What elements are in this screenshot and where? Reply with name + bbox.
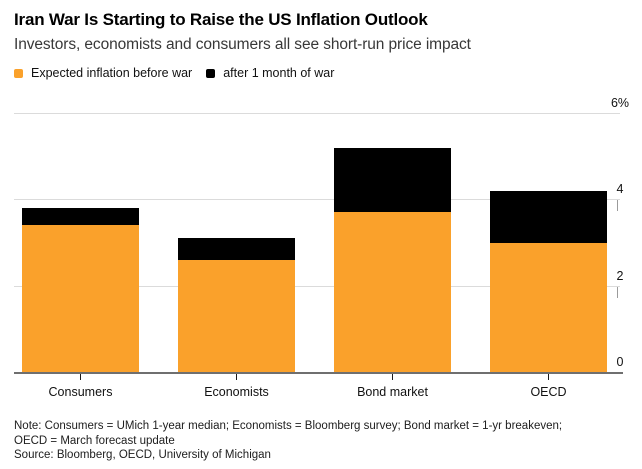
category-tick-consumers: [79, 374, 82, 380]
y-axis-label-6: 6%: [610, 96, 630, 110]
category-slot-bond-market: Bond market: [334, 374, 451, 399]
gridline-4: [14, 199, 620, 201]
bars-row: [22, 113, 607, 372]
legend: Expected inflation before war after 1 mo…: [14, 66, 334, 80]
x-axis-baseline: [14, 372, 623, 374]
bar-before-war-bond-market: [334, 212, 451, 372]
y-axis-label-4: 4: [616, 182, 624, 197]
gridline-6: [14, 113, 620, 114]
footnotes: Note: Consumers = UMich 1-year median; E…: [14, 419, 562, 463]
category-label-oecd: OECD: [530, 385, 567, 399]
bar-column-consumers: [22, 113, 139, 372]
legend-swatch-black: [206, 68, 216, 78]
category-tick-bond-market: [391, 374, 394, 380]
category-label-bond-market: Bond market: [357, 385, 428, 399]
chart-title: Iran War Is Starting to Raise the US Inf…: [14, 10, 428, 29]
category-slot-consumers: Consumers: [22, 374, 139, 399]
bar-column-bond-market: [334, 113, 451, 372]
note-line-2: OECD = March forecast update: [14, 434, 175, 447]
bar-after-war-bond-market: [334, 147, 451, 372]
note-line-1: Note: Consumers = UMich 1-year median; E…: [14, 420, 563, 432]
bar-column-economists: [178, 113, 295, 372]
bar-after-war-economists: [178, 238, 295, 372]
bar-before-war-oecd: [490, 242, 607, 372]
chart-subtitle: Investors, economists and consumers all …: [14, 36, 471, 53]
y-axis-label-2: 2: [616, 268, 624, 283]
bar-after-war-oecd: [490, 190, 607, 372]
y-axis-edge-tick-4: [617, 200, 618, 212]
legend-item-before-war: Expected inflation before war: [14, 66, 192, 80]
category-label-consumers: Consumers: [48, 385, 113, 399]
category-slot-oecd: OECD: [490, 374, 607, 399]
legend-label-before-war: Expected inflation before war: [31, 66, 193, 80]
source-line: Source: Bloomberg, OECD, University of M…: [14, 449, 271, 461]
category-label-economists: Economists: [204, 385, 269, 399]
gridline-2: [14, 285, 620, 287]
bar-before-war-consumers: [22, 225, 139, 372]
category-tick-oecd: [547, 374, 550, 380]
legend-item-after-war: after 1 month of war: [206, 66, 334, 80]
y-axis-edge-tick-2: [617, 286, 618, 298]
legend-swatch-orange: [14, 68, 23, 78]
bar-column-oecd: [490, 113, 607, 372]
bar-after-war-consumers: [22, 207, 139, 372]
category-slot-economists: Economists: [178, 374, 295, 399]
category-axis: Consumers Economists Bond market OECD: [22, 374, 607, 399]
y-axis-label-0: 0: [616, 355, 624, 369]
bar-before-war-economists: [178, 259, 295, 372]
category-tick-economists: [235, 374, 238, 380]
legend-label-after-war: after 1 month of war: [223, 66, 335, 80]
